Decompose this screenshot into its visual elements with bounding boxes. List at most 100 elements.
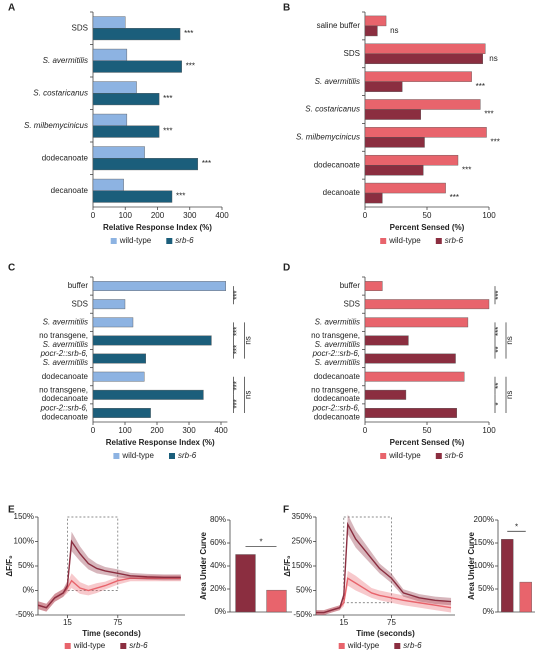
y-tick-label: 350% <box>292 512 312 521</box>
bar <box>364 182 446 194</box>
category-label: pocr-2::srb-6, S. avermitilis <box>312 349 360 367</box>
x-tick-label: 0 <box>363 426 368 435</box>
comparison-label: ns <box>505 391 514 399</box>
legend-label: srb-6 <box>403 641 422 650</box>
bar <box>92 93 160 106</box>
bar <box>364 154 459 166</box>
y-tick-label: 80% <box>210 515 226 524</box>
x-tick-label: 200 <box>151 211 165 220</box>
bar <box>92 353 146 364</box>
bar <box>92 60 182 73</box>
bar <box>364 371 465 382</box>
category-label: SDS <box>344 299 360 308</box>
category-label: pocr-2::srb-6, dodecanoate <box>40 404 89 422</box>
significance-label: *** <box>186 62 195 71</box>
panel-label: D <box>283 263 290 274</box>
x-axis-title: Time (seconds) <box>82 629 141 638</box>
legend-label: srb-6 <box>445 236 464 245</box>
y-axis-title: Area Under Curve <box>467 531 476 600</box>
legend-swatch <box>113 453 120 459</box>
bar <box>364 53 484 65</box>
legend-swatch <box>110 238 117 244</box>
legend-label: wild-type <box>347 641 380 650</box>
panel-label: C <box>8 263 15 274</box>
significance-label: *** <box>163 94 172 103</box>
bar <box>364 335 409 346</box>
comparison-label: *** <box>233 345 242 354</box>
y-axis-title: ΔF/F₀ <box>283 555 292 577</box>
bar <box>92 317 134 328</box>
bar <box>92 28 181 41</box>
category-label: no transgene, S. avermitilis <box>39 331 88 349</box>
x-tick-label: 400 <box>215 211 229 220</box>
significance-label: * <box>515 522 518 531</box>
legend-label: wild-type <box>73 641 106 650</box>
comparison-label: ** <box>494 346 503 352</box>
bar <box>364 127 487 138</box>
x-tick-label: 200 <box>150 426 164 435</box>
bar <box>364 43 486 54</box>
x-tick-label: 100 <box>482 426 496 435</box>
legend-swatch <box>169 453 175 459</box>
panel-label: F <box>283 505 289 516</box>
bar <box>92 335 212 346</box>
x-tick-label: 15 <box>339 618 348 627</box>
significance-label: ns <box>489 54 497 63</box>
bar <box>364 15 387 27</box>
y-tick-label: 200% <box>474 515 494 524</box>
category-label: S. milbemycinicus <box>24 121 88 130</box>
bar <box>364 71 472 82</box>
legend-swatch <box>166 238 173 244</box>
series-line <box>316 521 452 614</box>
comparison-label: * <box>494 402 503 405</box>
y-tick-label: 50% <box>478 584 494 593</box>
category-label: dodecanoate <box>42 372 89 381</box>
x-tick-label: 0 <box>91 426 96 435</box>
y-axis-title: Area Under Curve <box>199 531 208 600</box>
significance-label: *** <box>176 192 185 201</box>
y-tick-label: 0% <box>22 586 34 595</box>
stimulus-window <box>343 516 392 604</box>
stimulus-window <box>67 516 119 591</box>
legend-label: wild-type <box>121 451 154 460</box>
bar <box>364 137 425 148</box>
comparison-label: *** <box>233 399 242 408</box>
category-label: SDS <box>344 49 360 58</box>
bar <box>92 146 145 159</box>
series-line <box>37 539 181 609</box>
x-tick-label: 100 <box>119 211 133 220</box>
category-label: saline buffer <box>317 21 361 30</box>
category-label: decanoate <box>51 186 89 195</box>
bar <box>501 539 514 613</box>
y-tick-label: -50% <box>293 610 312 619</box>
significance-label: ns <box>390 26 398 35</box>
x-tick-label: 400 <box>214 426 228 435</box>
y-tick-label: 0% <box>482 607 494 616</box>
x-axis-title: Percent Sensed (%) <box>390 438 465 447</box>
bar <box>92 299 126 310</box>
comparison-label: *** <box>233 381 242 390</box>
bar <box>364 25 378 37</box>
bar <box>92 48 128 61</box>
bar <box>364 353 456 364</box>
legend-label: wild-type <box>388 451 421 460</box>
y-tick-label: -50% <box>15 610 34 619</box>
y-axis-title: ΔF/F₀ <box>5 555 14 577</box>
bar <box>92 125 160 138</box>
comparison-label: ns <box>244 391 253 399</box>
significance-label: *** <box>491 137 500 146</box>
y-tick-label: 150% <box>14 512 34 521</box>
legend-swatch <box>380 453 387 459</box>
x-tick-label: 100 <box>482 211 496 220</box>
legend-label: wild-type <box>119 236 152 245</box>
x-tick-label: 300 <box>183 211 197 220</box>
comparison-label: *** <box>233 327 242 336</box>
bar <box>235 554 256 613</box>
bar <box>92 81 137 94</box>
bar <box>92 190 173 203</box>
bar <box>92 389 204 400</box>
legend-label: wild-type <box>388 236 421 245</box>
legend-swatch <box>435 238 442 244</box>
y-tick-label: 100% <box>474 561 494 570</box>
